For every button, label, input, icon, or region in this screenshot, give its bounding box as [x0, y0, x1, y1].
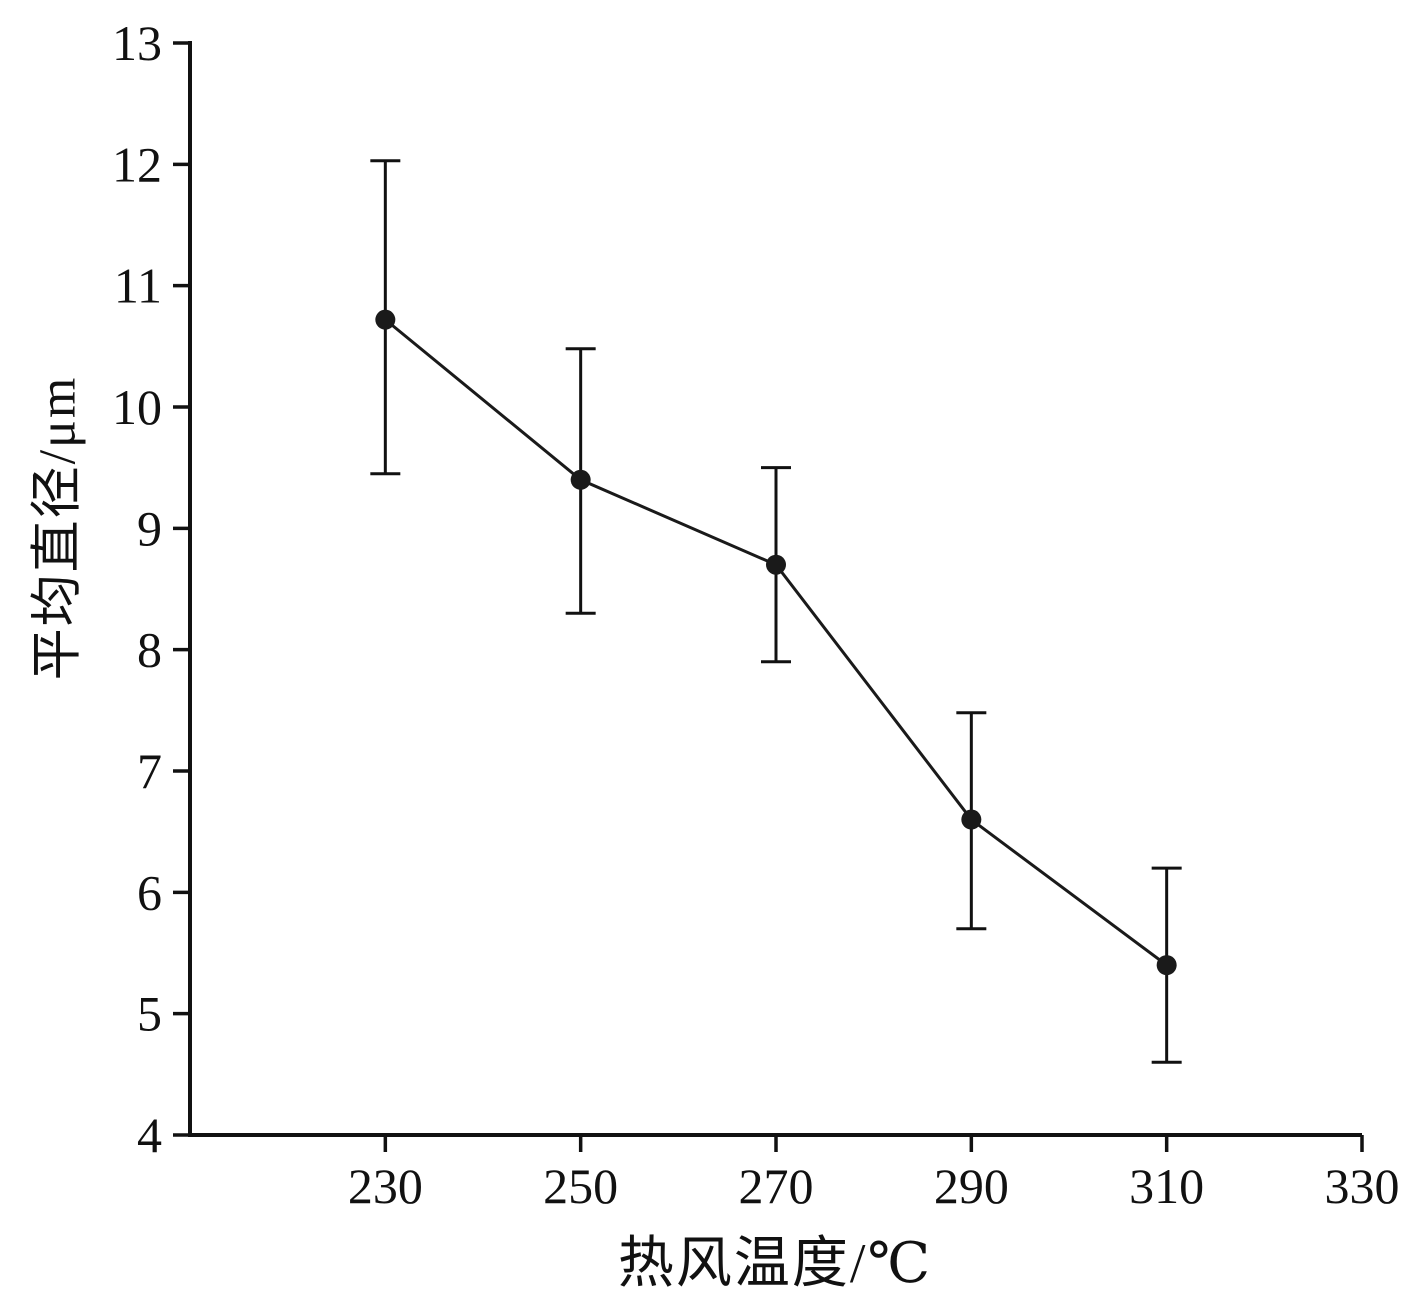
x-tick-label: 310 — [1129, 1158, 1204, 1214]
data-point-marker — [570, 469, 591, 490]
y-tick-label: 9 — [137, 500, 162, 556]
data-point-marker — [961, 809, 982, 830]
x-tick-label: 230 — [348, 1158, 423, 1214]
x-tick-label: 330 — [1325, 1158, 1400, 1214]
x-tick-label: 270 — [739, 1158, 814, 1214]
y-tick-label: 4 — [137, 1107, 162, 1163]
y-tick-label: 10 — [112, 379, 162, 435]
y-tick-label: 13 — [112, 15, 162, 71]
y-tick-label: 8 — [137, 622, 162, 678]
y-tick-label: 5 — [137, 986, 162, 1042]
x-axis-title: 热风温度/℃ — [617, 1233, 933, 1295]
y-tick-label: 11 — [114, 258, 162, 314]
x-tick-label: 290 — [934, 1158, 1009, 1214]
data-point-marker — [766, 554, 786, 575]
data-point-marker — [375, 309, 396, 330]
y-tick-label: 7 — [137, 743, 162, 799]
x-tick-label: 250 — [543, 1158, 618, 1214]
y-axis-title: 平均直径/μm — [29, 375, 87, 681]
data-point-marker — [1156, 955, 1177, 976]
y-tick-label: 6 — [137, 864, 162, 920]
y-tick-label: 12 — [112, 136, 162, 192]
